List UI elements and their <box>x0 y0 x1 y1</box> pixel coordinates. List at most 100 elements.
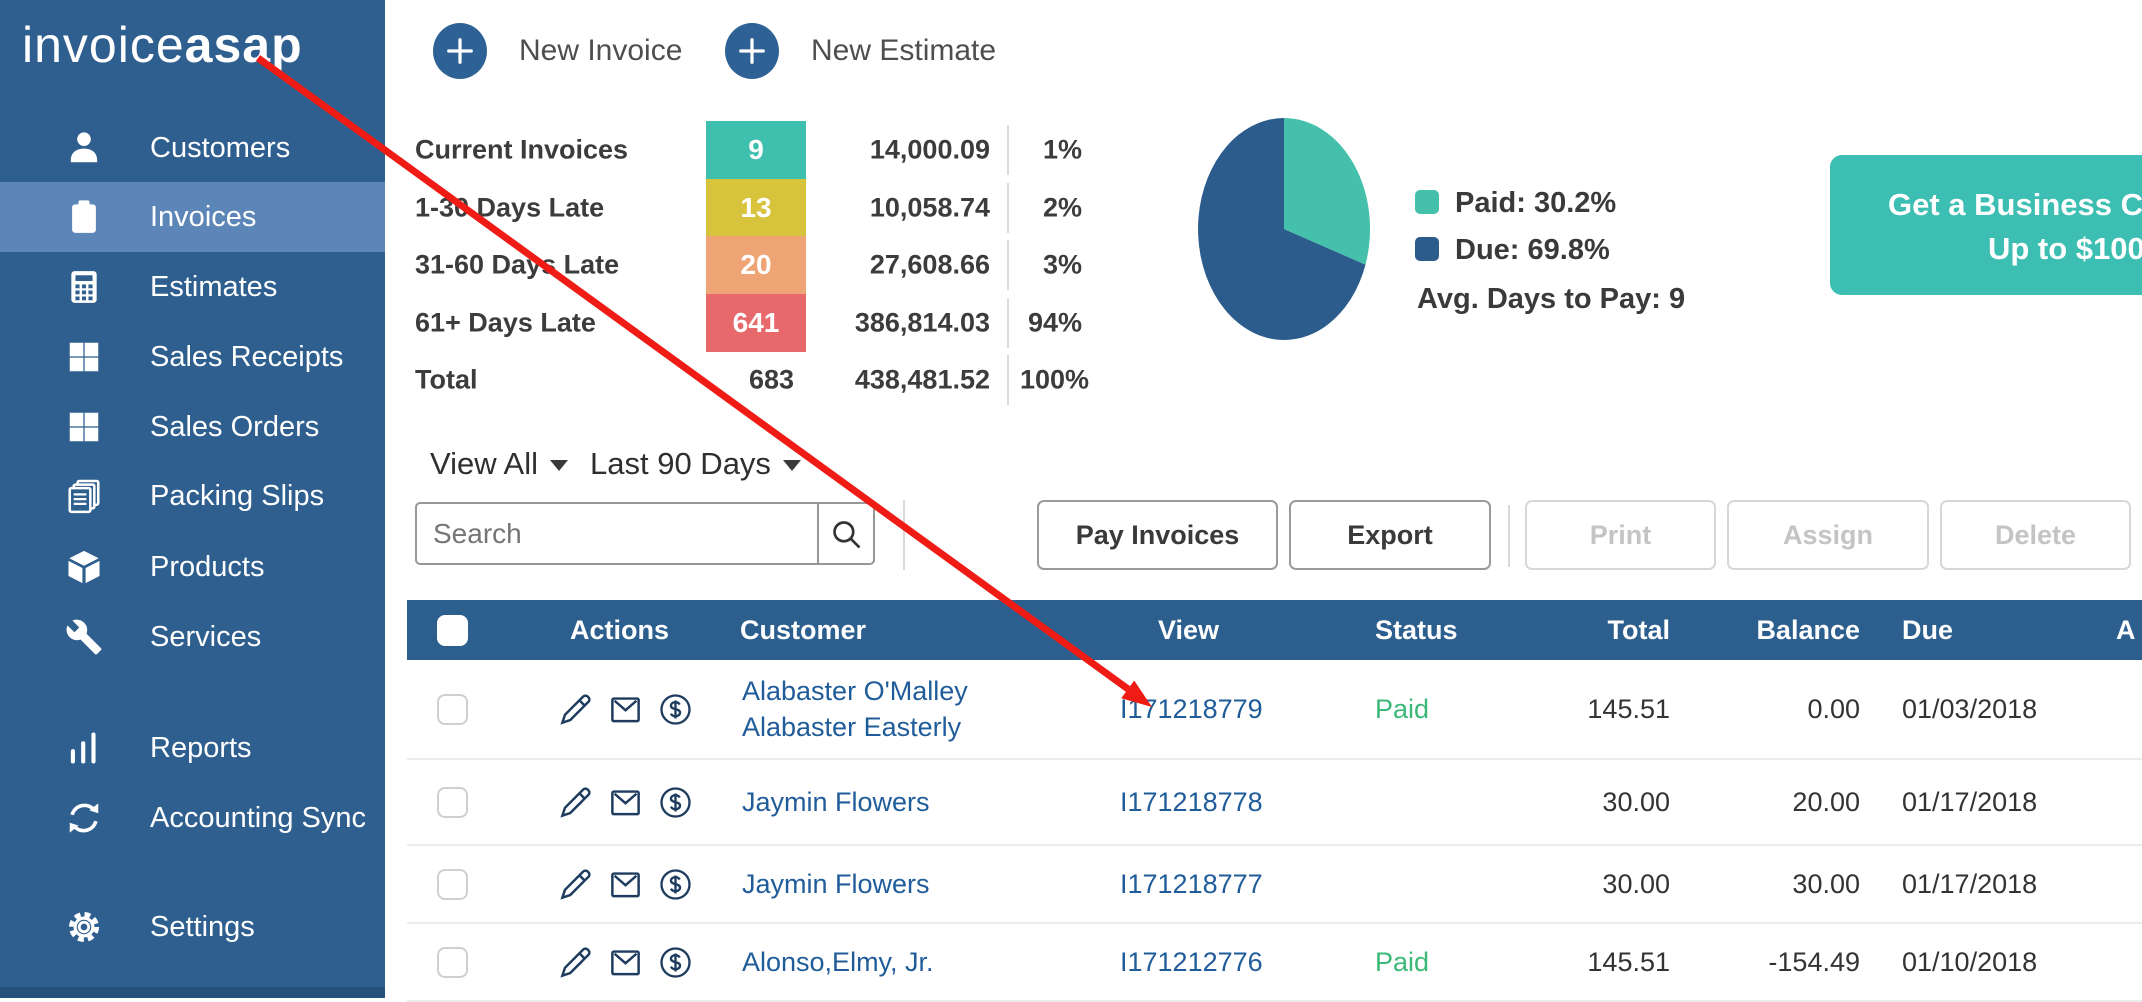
balance-cell: -154.49 <box>1768 946 1860 977</box>
row-checkbox[interactable] <box>437 868 468 900</box>
customer-link[interactable]: Jaymin Flowers <box>742 786 930 817</box>
row-actions <box>480 945 730 980</box>
sidebar-item-services[interactable]: Services <box>0 602 385 672</box>
divider <box>903 500 905 570</box>
sidebar-item-label: Accounting Sync <box>150 801 367 834</box>
aging-label: 1-30 Days Late <box>415 192 605 222</box>
legend-due-swatch <box>1415 237 1439 261</box>
column-header-balance: Balance <box>1756 614 1860 645</box>
status-badge: Paid <box>1375 693 1430 724</box>
edit-pencil-icon[interactable] <box>558 945 593 980</box>
sync-icon <box>62 796 106 840</box>
row-checkbox[interactable] <box>437 946 468 978</box>
sidebar-item-accounting-sync[interactable]: Accounting Sync <box>0 783 385 853</box>
divider <box>1508 505 1510 567</box>
sidebar-item-label: Packing Slips <box>150 479 325 512</box>
customer-link[interactable]: Alonso,Elmy, Jr. <box>742 946 934 977</box>
app-logo[interactable]: invoiceasap <box>22 16 303 74</box>
gear-icon <box>62 905 106 949</box>
row-actions <box>480 867 730 902</box>
search-icon <box>833 520 861 548</box>
invoice-number-link[interactable]: I171218779 <box>1120 693 1263 724</box>
table-header-row: Actions Customer View Status Total Balan… <box>407 600 2142 660</box>
delete-button[interactable]: Delete <box>1940 500 2131 570</box>
invoice-number-link[interactable]: I171218777 <box>1120 868 1263 899</box>
aging-percent: 1% <box>1042 134 1082 165</box>
row-checkbox[interactable] <box>437 693 468 725</box>
date-range-dropdown[interactable]: Last 90 Days <box>590 446 801 482</box>
sidebar-item-sales-orders[interactable]: Sales Orders <box>0 392 385 462</box>
promo-line1: Get a Business Cre <box>1888 187 2142 222</box>
divider <box>1007 297 1009 348</box>
customer-link[interactable]: Jaymin Flowers <box>742 868 930 899</box>
new-invoice-button[interactable]: New Invoice <box>433 22 682 80</box>
row-checkbox[interactable] <box>437 786 468 818</box>
column-header-actions: Actions <box>570 614 670 645</box>
invoice-number-link[interactable]: I171212776 <box>1120 946 1263 977</box>
new-estimate-button[interactable]: New Estimate <box>725 22 996 80</box>
due-date-cell: 01/17/2018 <box>1902 868 2038 899</box>
assign-button[interactable]: Assign <box>1727 500 1929 570</box>
customer-link[interactable]: Alabaster O'Malley Alabaster Easterly <box>742 675 968 742</box>
table-row: Jaymin Flowers I171218777 30.00 30.00 01… <box>407 846 2142 924</box>
business-credit-promo-banner[interactable]: Get a Business Cre Up to $100k <box>1830 155 2142 295</box>
export-button[interactable]: Export <box>1289 500 1491 570</box>
chevron-down-icon <box>782 460 801 472</box>
invoice-aging-summary: Current Invoices 9 14,000.09 1% 1-30 Day… <box>407 121 1107 416</box>
sidebar-item-sales-receipts[interactable]: Sales Receipts <box>0 322 385 392</box>
dollar-payment-icon[interactable] <box>658 867 693 902</box>
sidebar-item-label: Customers <box>150 131 291 164</box>
sidebar-item-reports[interactable]: Reports <box>0 713 385 783</box>
sidebar-item-invoices[interactable]: Invoices <box>0 182 385 252</box>
column-header-view: View <box>1158 614 1220 645</box>
date-range-label: Last 90 Days <box>590 446 771 481</box>
pay-invoices-button[interactable]: Pay Invoices <box>1037 500 1278 570</box>
sidebar-item-products[interactable]: Products <box>0 532 385 602</box>
edit-pencil-icon[interactable] <box>558 785 593 820</box>
email-envelope-icon[interactable] <box>608 867 643 902</box>
aging-count-chip: 641 <box>706 293 806 352</box>
column-header-a: A <box>2116 614 2136 645</box>
select-all-checkbox[interactable] <box>437 614 468 646</box>
pie-slice-paid <box>1284 117 1371 265</box>
sidebar-item-customers[interactable]: Customers <box>0 113 385 183</box>
dollar-payment-icon[interactable] <box>658 692 693 727</box>
email-envelope-icon[interactable] <box>608 785 643 820</box>
aging-label: Total <box>415 364 478 395</box>
plus-icon <box>433 23 487 79</box>
dollar-payment-icon[interactable] <box>658 785 693 820</box>
aging-percent: 100% <box>1020 364 1090 395</box>
invoice-table: Actions Customer View Status Total Balan… <box>407 600 2142 1002</box>
bar-chart-icon <box>62 726 106 770</box>
aging-count-chip: 20 <box>706 236 806 294</box>
sidebar-item-packing-slips[interactable]: Packing Slips <box>0 461 385 531</box>
invoice-number-link[interactable]: I171218778 <box>1120 786 1263 817</box>
balance-cell: 0.00 <box>1807 693 1860 724</box>
total-cell: 145.51 <box>1587 946 1670 977</box>
new-estimate-label: New Estimate <box>811 34 997 67</box>
paid-due-pie-chart <box>1198 117 1371 340</box>
aging-row-61plus: 61+ Days Late 641 386,814.03 94% <box>407 293 1107 352</box>
aging-total-count: 683 <box>748 364 794 395</box>
logo-text-light: invoice <box>22 17 185 73</box>
search-input[interactable] <box>417 504 817 563</box>
sidebar-item-label: Services <box>150 620 262 653</box>
view-filter-dropdown[interactable]: View All <box>430 446 568 482</box>
print-button[interactable]: Print <box>1525 500 1716 570</box>
aging-label: Current Invoices <box>415 134 629 165</box>
layers-icon <box>62 474 106 518</box>
sidebar-item-estimates[interactable]: Estimates <box>0 252 385 322</box>
edit-pencil-icon[interactable] <box>558 692 593 727</box>
search-button[interactable] <box>817 504 873 563</box>
sidebar-item-label: Products <box>150 550 265 583</box>
email-envelope-icon[interactable] <box>608 692 643 727</box>
email-envelope-icon[interactable] <box>608 945 643 980</box>
dollar-payment-icon[interactable] <box>658 945 693 980</box>
edit-pencil-icon[interactable] <box>558 867 593 902</box>
sidebar-item-label: Reports <box>150 731 252 764</box>
chevron-down-icon <box>550 460 568 472</box>
sidebar-item-settings[interactable]: Settings <box>0 892 385 962</box>
sidebar-footer-strip <box>0 987 385 998</box>
total-cell: 30.00 <box>1602 786 1670 817</box>
status-badge: Paid <box>1375 946 1430 977</box>
